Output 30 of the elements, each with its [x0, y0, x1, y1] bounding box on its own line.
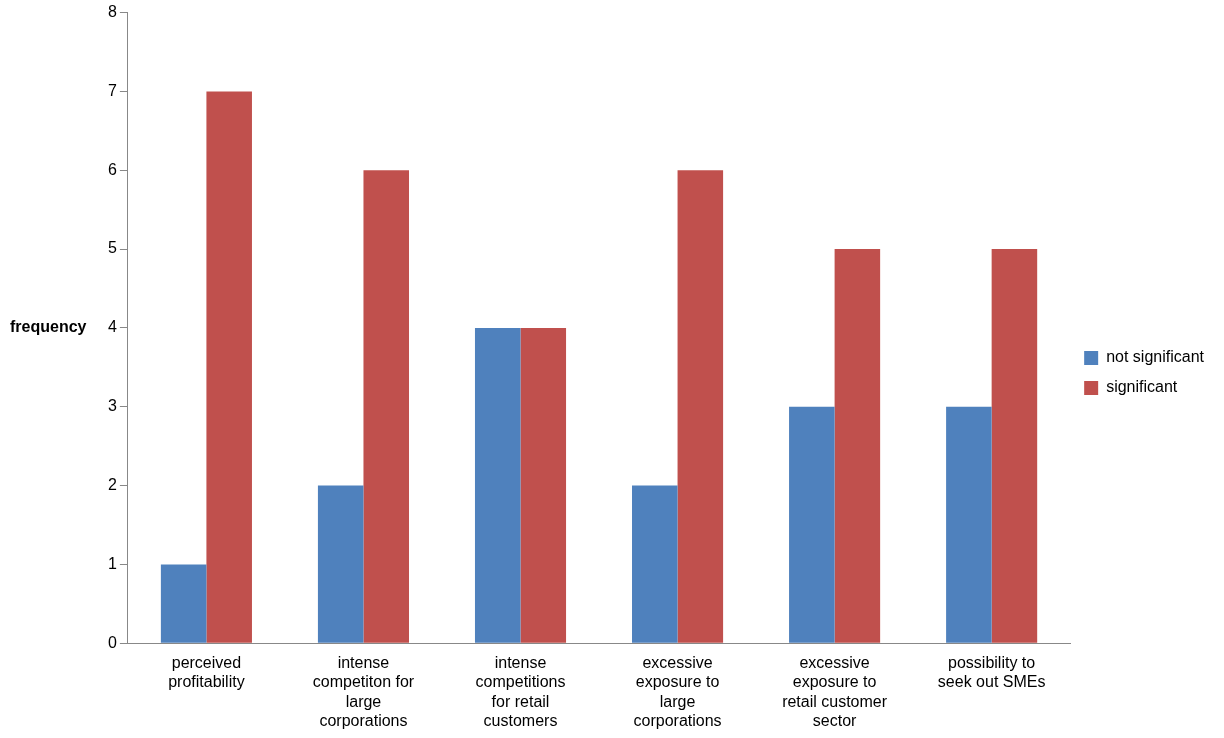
y-tick-label: 3 — [107, 397, 117, 415]
x-tick-label: possibility to seek out SMEs — [937, 654, 1046, 691]
y-tick-label: 8 — [107, 3, 117, 21]
y-axis-title: frequency — [10, 318, 87, 336]
x-tick-label: excessive exposure to large corporations — [633, 654, 722, 729]
legend-label: significant — [1106, 378, 1178, 396]
bar — [160, 564, 207, 643]
legend-label: not significant — [1106, 348, 1205, 366]
y-tick-label: 1 — [107, 554, 117, 572]
bar — [946, 406, 992, 643]
x-tick-label: intense competiton for large corporations — [312, 654, 415, 729]
y-tick-label: 0 — [107, 633, 117, 651]
bar — [991, 249, 1038, 643]
y-tick-label: 5 — [107, 239, 117, 257]
bar — [474, 327, 521, 643]
bar — [789, 406, 835, 643]
bar — [520, 327, 567, 643]
x-tick-label: intense competitions for retail customers — [475, 654, 566, 729]
y-tick-label: 2 — [107, 475, 117, 493]
bar — [632, 485, 678, 643]
bar — [834, 249, 881, 643]
bar — [363, 170, 410, 643]
bar — [206, 91, 252, 643]
bar — [317, 485, 364, 643]
bar — [677, 170, 724, 643]
y-tick-label: 6 — [107, 160, 117, 178]
y-tick-label: 4 — [107, 318, 117, 336]
x-tick-label: excessive exposure to retail customer sector — [782, 654, 888, 729]
y-tick-label: 7 — [107, 81, 117, 99]
x-tick-label: perceived profitability — [168, 654, 245, 691]
